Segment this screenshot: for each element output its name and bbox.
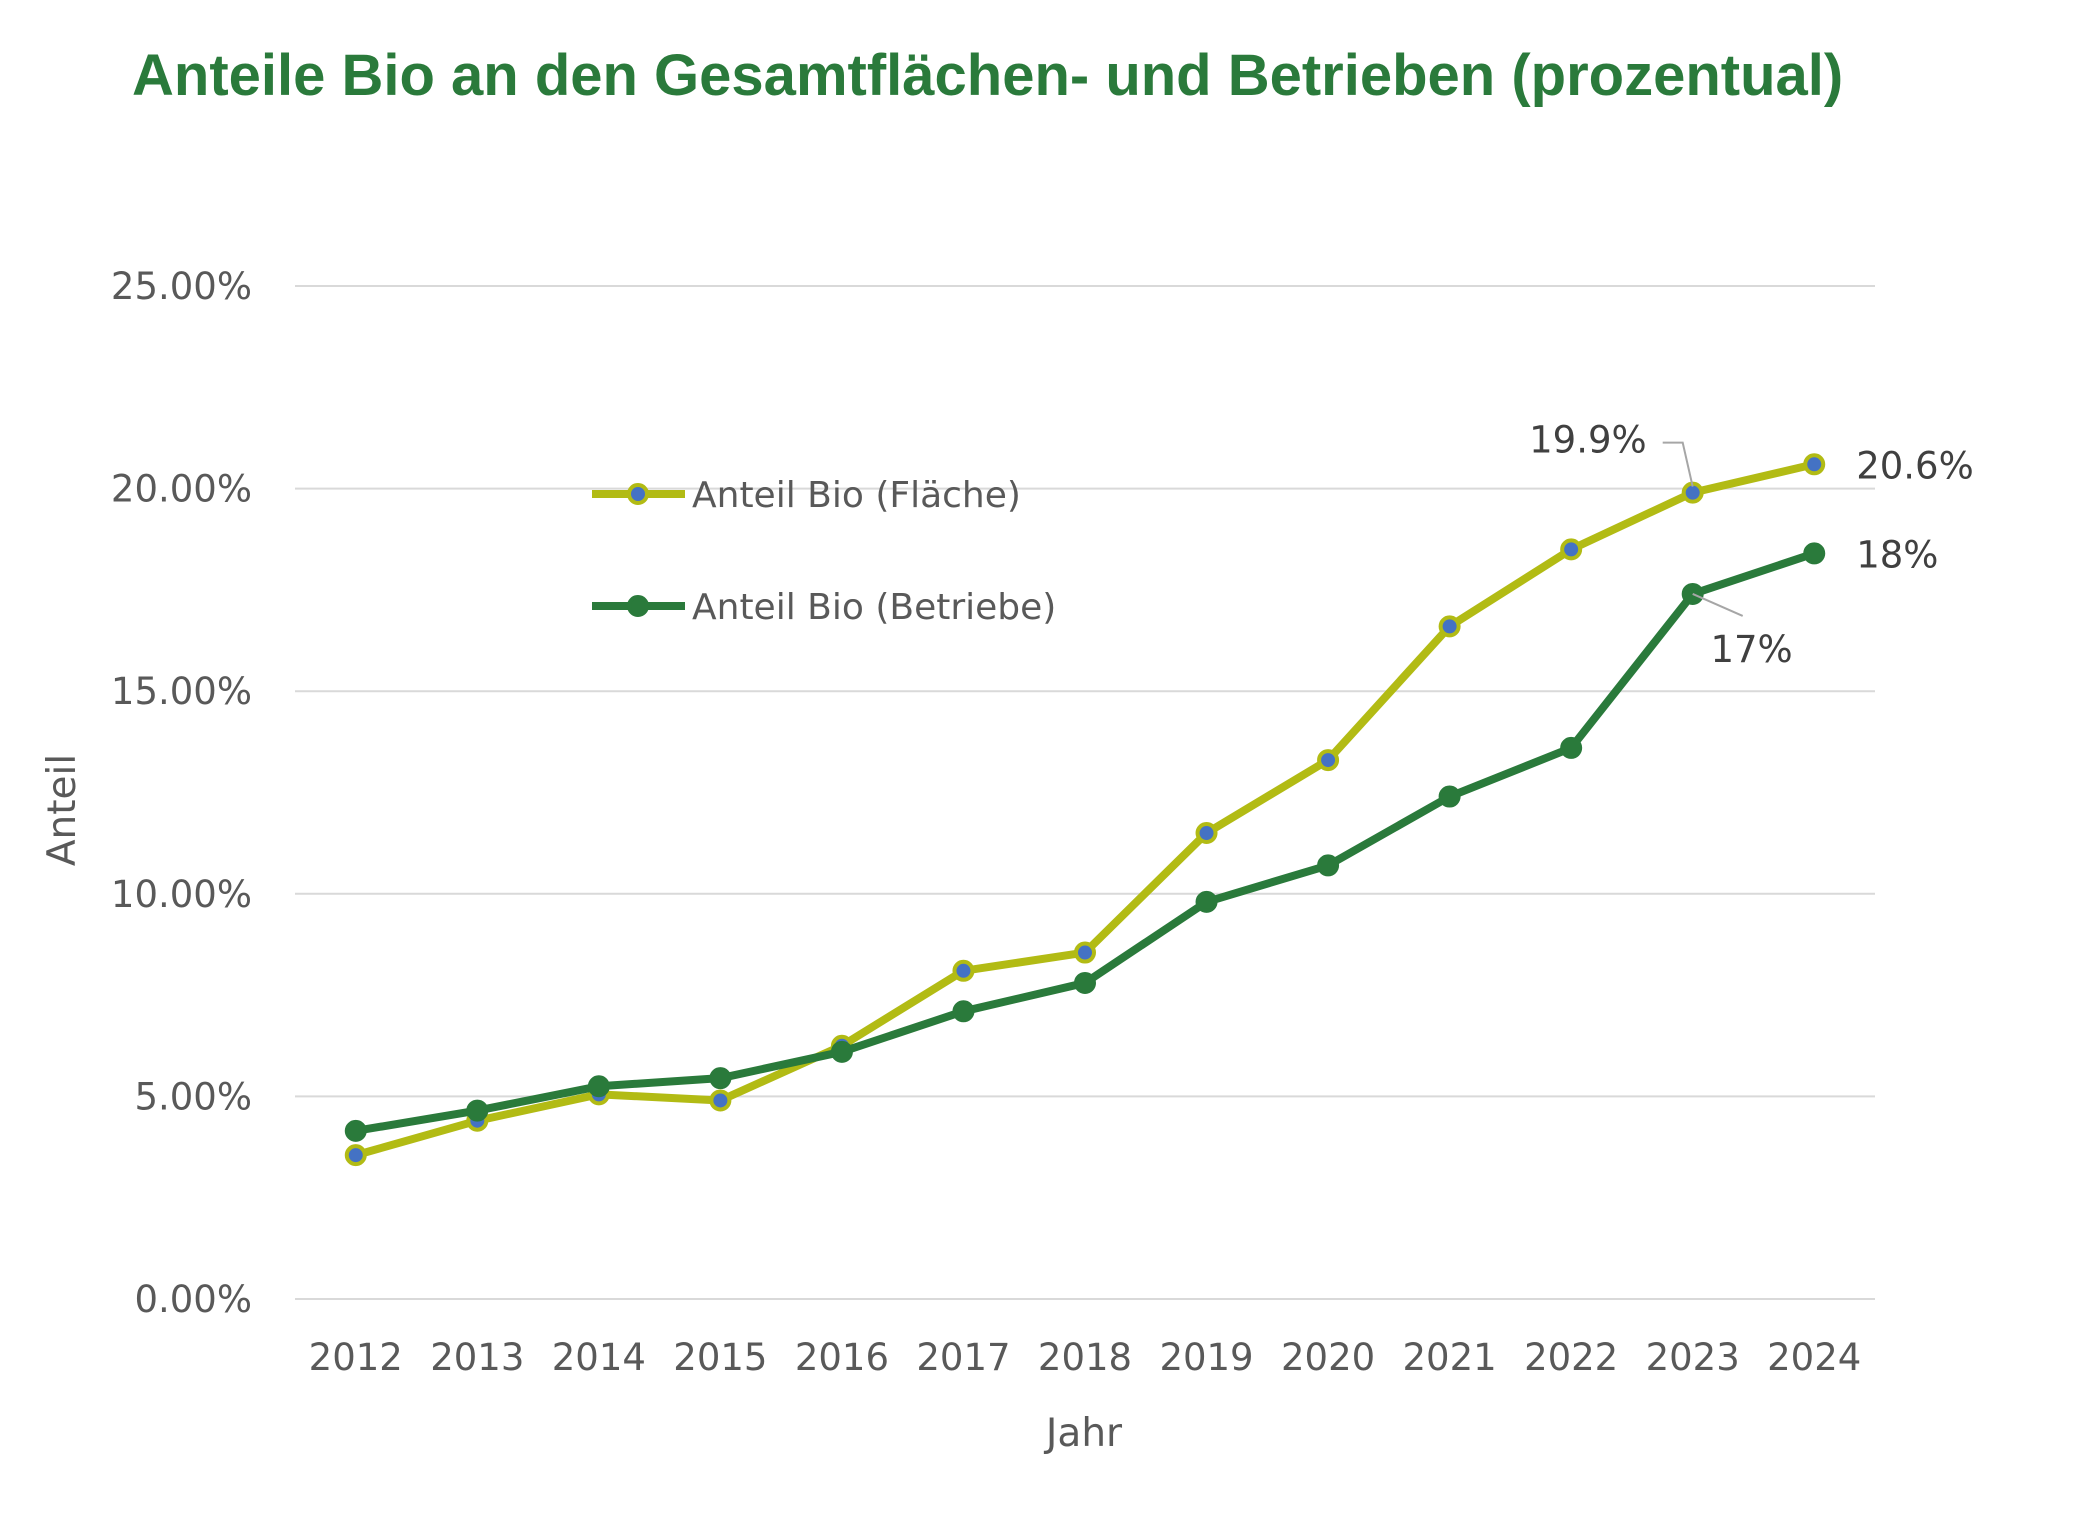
data-point bbox=[830, 1040, 853, 1063]
legend-marker bbox=[627, 483, 649, 505]
data-point bbox=[1074, 941, 1096, 964]
data-point bbox=[1560, 736, 1583, 759]
y-axis-title: Anteil bbox=[40, 754, 85, 866]
data-point bbox=[1317, 749, 1340, 772]
data-label: 20.6% bbox=[1856, 444, 1974, 487]
data-point bbox=[1438, 785, 1461, 808]
x-tick-label: 2015 bbox=[673, 1336, 767, 1379]
chart-title: Anteile Bio an den Gesamtflächen- und Be… bbox=[132, 43, 1844, 108]
data-point bbox=[1195, 822, 1218, 845]
y-tick-label: 20.00% bbox=[111, 468, 252, 511]
x-tick-label: 2024 bbox=[1767, 1336, 1861, 1379]
x-tick-label: 2014 bbox=[552, 1336, 646, 1379]
series-1 bbox=[344, 453, 1826, 1167]
data-point bbox=[344, 1144, 367, 1167]
x-axis-title: Jahr bbox=[1043, 1411, 1123, 1456]
data-point bbox=[1803, 542, 1826, 565]
y-tick-label: 10.00% bbox=[111, 873, 252, 916]
leader-line bbox=[1692, 593, 1744, 617]
y-axis-ticks: 0.00% 5.00% 10.00% 15.00% 20.00% 25.00% bbox=[111, 265, 252, 1321]
data-point bbox=[587, 1075, 610, 1098]
legend-label: Anteil Bio (Betriebe) bbox=[692, 587, 1056, 628]
x-tick-label: 2013 bbox=[430, 1336, 524, 1379]
y-tick-label: 15.00% bbox=[111, 670, 252, 713]
x-tick-label: 2017 bbox=[916, 1336, 1010, 1379]
legend-label: Anteil Bio (Fläche) bbox=[692, 475, 1021, 516]
data-point bbox=[1074, 971, 1096, 994]
data-point bbox=[1195, 890, 1218, 913]
legend-item: Anteil Bio (Fläche) bbox=[592, 475, 1021, 516]
data-point bbox=[466, 1099, 489, 1122]
data-point bbox=[709, 1067, 732, 1090]
leader-line bbox=[1662, 441, 1694, 487]
data-point bbox=[709, 1089, 732, 1112]
data-point bbox=[1560, 538, 1583, 561]
x-tick-label: 2012 bbox=[309, 1336, 403, 1379]
series-2 bbox=[344, 542, 1826, 1142]
y-tick-label: 5.00% bbox=[134, 1075, 252, 1118]
legend-marker bbox=[627, 595, 649, 617]
x-tick-label: 2023 bbox=[1646, 1336, 1740, 1379]
series-line bbox=[351, 460, 1819, 1160]
data-point bbox=[1803, 453, 1826, 476]
data-point bbox=[1317, 854, 1340, 877]
x-tick-label: 2019 bbox=[1159, 1336, 1253, 1379]
series-line bbox=[351, 549, 1819, 1135]
x-tick-label: 2016 bbox=[795, 1336, 889, 1379]
y-tick-label: 25.00% bbox=[111, 265, 252, 308]
x-tick-label: 2018 bbox=[1038, 1336, 1132, 1379]
x-axis-ticks: 2012 2013 2014 2015 2016 2017 2018 2019 2020 2021… bbox=[309, 1336, 1862, 1379]
legend-item: Anteil Bio (Betriebe) bbox=[592, 587, 1056, 628]
data-label: 17% bbox=[1710, 628, 1792, 671]
y-tick-label: 0.00% bbox=[134, 1278, 252, 1321]
data-label: 18% bbox=[1856, 533, 1938, 576]
data-label: 19.9% bbox=[1529, 419, 1647, 462]
data-point bbox=[952, 959, 975, 982]
x-tick-label: 2022 bbox=[1524, 1336, 1618, 1379]
data-point bbox=[344, 1119, 367, 1142]
legend: Anteil Bio (Fläche) Anteil Bio (Betriebe) bbox=[592, 475, 1056, 628]
series-lines bbox=[344, 453, 1826, 1167]
data-point bbox=[952, 1000, 975, 1023]
data-labels: 19.9% 20.6% 17% 18% bbox=[1529, 419, 1974, 671]
x-tick-label: 2020 bbox=[1281, 1336, 1375, 1379]
data-point bbox=[1438, 615, 1461, 638]
x-tick-label: 2021 bbox=[1403, 1336, 1497, 1379]
